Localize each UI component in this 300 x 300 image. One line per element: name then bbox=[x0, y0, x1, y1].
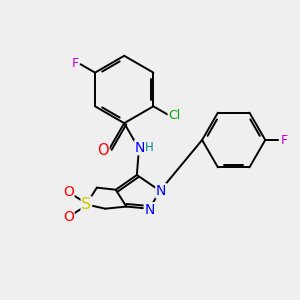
Text: O: O bbox=[63, 210, 74, 224]
Text: F: F bbox=[280, 134, 288, 146]
Text: H: H bbox=[145, 141, 154, 154]
Text: F: F bbox=[72, 57, 79, 70]
Text: O: O bbox=[97, 143, 109, 158]
Text: N: N bbox=[135, 141, 145, 154]
Text: Cl: Cl bbox=[168, 109, 180, 122]
Text: S: S bbox=[81, 197, 92, 212]
Text: O: O bbox=[63, 185, 74, 199]
Text: N: N bbox=[144, 203, 155, 217]
Text: N: N bbox=[156, 184, 166, 198]
